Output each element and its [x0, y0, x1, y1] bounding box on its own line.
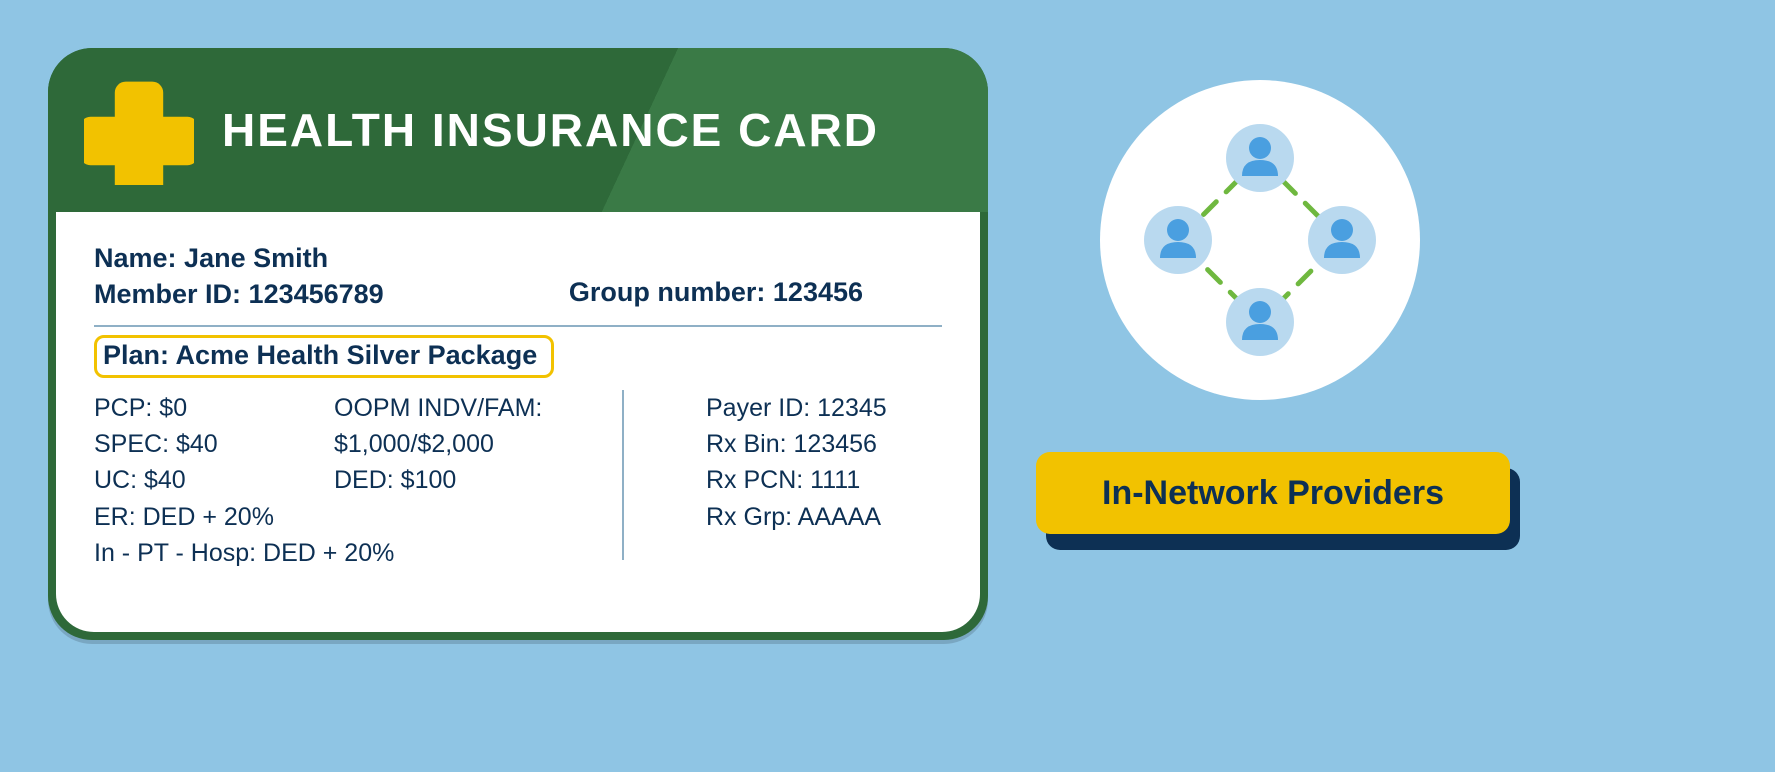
rx-pcn: Rx PCN: 1111	[706, 462, 942, 498]
group-row: Group number: 123456	[569, 274, 942, 312]
member-label: Member ID:	[94, 279, 241, 309]
name-label: Name:	[94, 243, 177, 273]
in-network-label: In-Network Providers	[1102, 474, 1444, 513]
plan-label: Plan:	[103, 340, 169, 370]
card-body: Name: Jane Smith Member ID: 123456789 Gr…	[56, 212, 980, 632]
payer-id: Payer ID: 12345	[706, 390, 942, 426]
details-col-b: OOPM INDV/FAM: $1,000/$2,000 DED: $100	[334, 390, 614, 571]
person-icon	[1226, 124, 1294, 192]
insurance-card: HEALTH INSURANCE CARD Name: Jane Smith M…	[48, 48, 988, 640]
member-value: 123456789	[249, 279, 384, 309]
plan-value: Acme Health Silver Package	[176, 340, 538, 370]
divider-vertical	[622, 390, 624, 560]
spec: SPEC: $40	[94, 426, 334, 462]
plus-icon	[84, 75, 194, 185]
group-value: 123456	[773, 277, 863, 307]
details-col-c: Payer ID: 12345 Rx Bin: 123456 Rx PCN: 1…	[658, 390, 942, 571]
divider-horizontal	[94, 325, 942, 327]
details-col-a: PCP: $0 SPEC: $40 UC: $40 ER: DED + 20% …	[94, 390, 334, 571]
oopm-value: $1,000/$2,000	[334, 426, 614, 462]
ded: DED: $100	[334, 462, 614, 498]
person-icon	[1308, 206, 1376, 274]
member-row: Member ID: 123456789	[94, 276, 569, 312]
uc: UC: $40	[94, 462, 334, 498]
person-icon	[1144, 206, 1212, 274]
details-grid: PCP: $0 SPEC: $40 UC: $40 ER: DED + 20% …	[94, 390, 942, 571]
member-block: Name: Jane Smith Member ID: 123456789 Gr…	[94, 240, 942, 313]
inpt: In - PT - Hosp: DED + 20%	[94, 535, 334, 571]
card-header: HEALTH INSURANCE CARD	[48, 48, 988, 212]
name-row: Name: Jane Smith	[94, 240, 569, 276]
in-network-button[interactable]: In-Network Providers	[1036, 452, 1510, 534]
network-icon	[1130, 110, 1390, 370]
group-label: Group number:	[569, 277, 766, 307]
network-badge	[1100, 80, 1420, 400]
plan-highlight: Plan: Acme Health Silver Package	[94, 335, 554, 378]
oopm-label: OOPM INDV/FAM:	[334, 390, 614, 426]
rx-grp: Rx Grp: AAAAA	[706, 499, 942, 535]
name-value: Jane Smith	[184, 243, 328, 273]
er: ER: DED + 20%	[94, 499, 334, 535]
person-icon	[1226, 288, 1294, 356]
card-title: HEALTH INSURANCE CARD	[222, 103, 879, 157]
rx-bin: Rx Bin: 123456	[706, 426, 942, 462]
pcp: PCP: $0	[94, 390, 334, 426]
